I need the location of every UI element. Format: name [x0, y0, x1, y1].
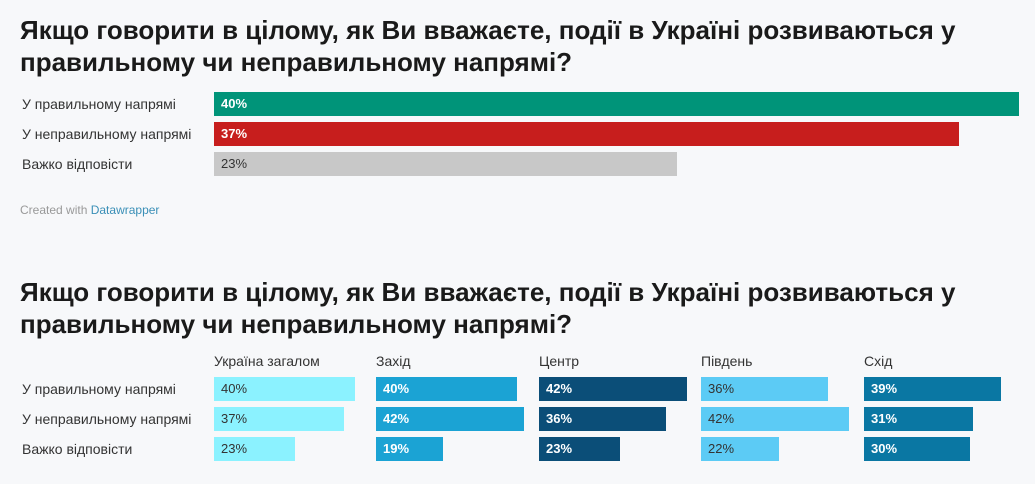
bar: 19% [376, 437, 443, 461]
column-header: Центр [539, 353, 580, 369]
bar-value-label: 42% [383, 411, 410, 426]
bar-value-label: 36% [546, 411, 573, 426]
bar-value-label: 42% [546, 381, 573, 396]
chart-2-title: Якщо говорити в цілому, як Ви вважаєте, … [20, 277, 956, 339]
bar-value-label: 42% [708, 411, 735, 426]
bar: 22% [701, 437, 779, 461]
bar-value-label: 31% [871, 411, 898, 426]
row-label: У неправильному напрямі [22, 126, 192, 142]
bar: 31% [864, 407, 974, 431]
credit-line: Created with Datawrapper [20, 203, 159, 217]
bar: 42% [376, 407, 524, 431]
row-label: У неправильному напрямі [22, 411, 192, 427]
bar-value-label: 40% [383, 381, 410, 396]
column-header: Захід [376, 353, 411, 369]
bar-value-label: 23% [221, 156, 248, 171]
datawrapper-link[interactable]: Datawrapper [90, 203, 160, 217]
bar: 30% [864, 437, 970, 461]
bar-value-label: 22% [708, 441, 735, 456]
bar: 40% [214, 377, 355, 401]
bar: 36% [701, 377, 828, 401]
bar: 42% [539, 377, 687, 401]
bar-value-label: 23% [546, 441, 573, 456]
chart-1-title: Якщо говорити в цілому, як Ви вважаєте, … [20, 15, 956, 77]
row-label: У правильному напрямі [22, 96, 176, 112]
bar: 40% [214, 92, 1019, 116]
bar: 23% [214, 437, 296, 461]
bar: 39% [864, 377, 1002, 401]
column-header: Схід [864, 353, 893, 369]
bar: 37% [214, 122, 959, 146]
bar: 40% [376, 377, 517, 401]
row-label: У правильному напрямі [22, 381, 176, 397]
bar-value-label: 23% [221, 441, 248, 456]
row-label: Важко відповісти [22, 156, 133, 172]
bar: 36% [539, 407, 666, 431]
bar-value-label: 30% [871, 441, 898, 456]
bar-value-label: 19% [383, 441, 410, 456]
bar: 37% [214, 407, 345, 431]
row-label: Важко відповісти [22, 441, 133, 457]
bar-value-label: 37% [221, 411, 248, 426]
column-header: Україна загалом [214, 353, 320, 369]
bar-value-label: 40% [221, 381, 248, 396]
bar: 23% [539, 437, 621, 461]
bar-value-label: 40% [221, 96, 248, 111]
column-header: Південь [701, 353, 753, 369]
bar: 23% [214, 152, 677, 176]
bar-value-label: 36% [708, 381, 735, 396]
credit-prefix: Created with [20, 203, 88, 217]
bar-value-label: 37% [221, 126, 248, 141]
bar: 42% [701, 407, 849, 431]
bar-value-label: 39% [871, 381, 898, 396]
